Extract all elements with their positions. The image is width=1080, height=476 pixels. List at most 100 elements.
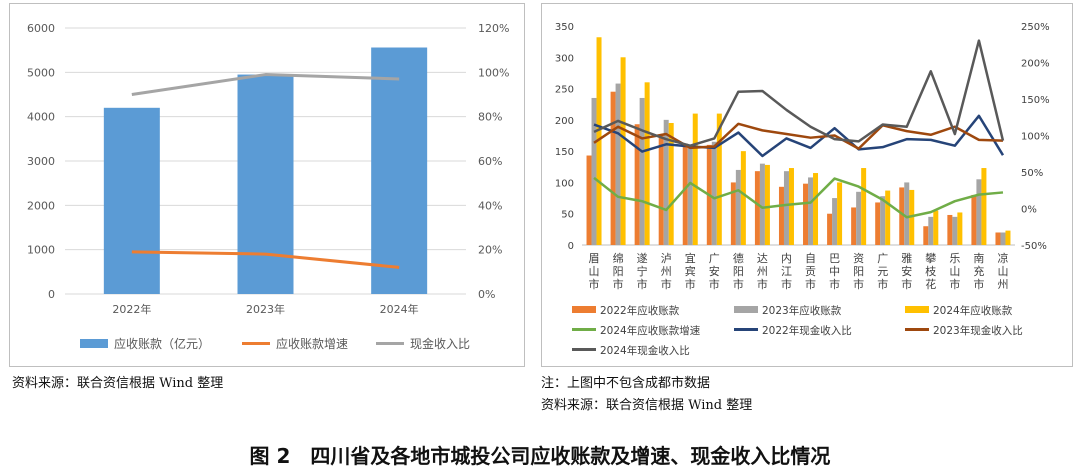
x-axis-tick-label: 阳 [733,265,744,278]
x-axis-tick-label: 州 [661,265,672,278]
bar-2023-receivables [928,216,934,245]
bar-2022-receivables [658,135,664,245]
x-axis-tick-label: 泸 [661,252,672,265]
line-2022-cash-ratio [593,114,1005,158]
bar-2022-receivables [730,182,736,245]
x-axis-tick-label: 市 [805,277,816,291]
bar-2023-receivables [759,163,765,245]
x-axis-tick-label: 山 [589,265,600,278]
bar-receivables [103,107,160,294]
x-axis-tick-label: 市 [637,277,648,291]
bar-2024-receivables [957,212,963,245]
bar-2023-receivables [952,216,958,245]
x-axis-tick-label: 市 [757,277,768,291]
x-axis-tick-label: 德 [733,251,744,265]
bar-2024-receivables [837,182,843,245]
bar-2022-receivables [875,202,881,245]
bar-2022-receivables [803,183,809,245]
x-axis-tick-label: 枝 [925,264,936,278]
left-axis-tick-label: 350 [555,22,574,33]
right-axis-tick-label: 250% [1021,22,1050,33]
x-axis-tick-label: 攀 [925,252,936,265]
x-axis-tick-label: 2022年 [112,302,151,316]
x-axis-tick-label: 贡 [805,265,816,278]
line-2024-growth [593,176,1004,219]
bar-2022-receivables [899,187,905,245]
left-chart-panel: 0 1000 2000 3000 4000 5000 6000 0% 20% 40% 60% 80% 1… [9,3,525,367]
legend-label: 2024年应收账款增速 [600,324,701,337]
bar-2024-receivables [716,113,722,245]
left-axis-tick-label: 4000 [27,111,55,124]
bar-2023-receivables [687,144,693,245]
x-axis-tick-label: 中 [829,265,840,278]
bar-2023-receivables [976,179,982,245]
bar-2023-receivables [663,119,669,245]
x-axis-tick-label: 花 [925,278,936,291]
x-axis-tick-label: 凉 [997,251,1008,265]
x-axis-tick-label: 市 [901,277,912,291]
bar-2022-receivables [682,143,688,245]
bar-2024-receivables [596,37,602,246]
left-axis-tick-label: 2000 [27,199,55,212]
bar-2022-receivables [947,214,953,245]
bar-2022-receivables [971,194,977,245]
x-axis-tick-label: 宜 [685,251,696,265]
left-axis-tick-label: 1000 [27,244,55,257]
right-axis-tick-label: 40% [478,199,502,212]
x-axis-tick-label: 2024年 [380,302,419,316]
bar-2023-receivables [639,97,645,245]
legend-label: 2024年应收账款 [933,304,1013,317]
right-axis-tick-label: 0% [1021,205,1037,216]
x-axis-tick-label: 州 [757,265,768,278]
right-axis-tick-label: 0% [478,288,495,301]
left-axis-tick-label: 300 [555,53,574,64]
right-axis-tick-label: 20% [478,244,502,257]
right-axis-tick-label: 120% [478,22,509,35]
bar-2024-receivables [620,57,626,246]
bar-2022-receivables [827,213,833,245]
figure-title: 图 2 四川省及各地市城投公司应收账款及增速、现金收入比情况 [249,444,831,468]
legend-label: 现金收入比 [410,336,470,351]
line-cash-ratio [131,73,400,96]
left-axis-tick-label: 250 [555,85,574,96]
right-footnote: 注：上图中不包含成都市数据 [541,376,711,391]
x-axis-tick-label: 市 [685,277,696,291]
bar-2023-receivables [735,169,741,245]
bar-2022-receivables [586,155,592,245]
x-axis-tick-label: 安 [901,264,912,278]
x-axis-tick-label: 南 [973,252,984,265]
x-axis-tick-label: 阳 [613,265,624,278]
x-axis-tick-label: 安 [709,264,720,278]
x-axis-tick-label: 宁 [637,264,648,278]
x-axis-tick-label: 市 [709,277,720,291]
right-chart: 0 50 100 150 200 250 300 350 -50% 0% 50% 100% 150% 20… [555,22,1050,357]
bar-2023-receivables [808,177,814,245]
left-axis-tick-label: 0 [48,288,55,301]
legend-label: 应收账款（亿元） [114,336,210,351]
right-axis-tick-label: 150% [1021,95,1050,106]
bar-2023-receivables [832,198,838,245]
bar-2024-receivables [644,82,650,245]
x-axis-tick-label: 绵 [613,251,624,265]
right-axis-tick-label: 100% [478,66,509,79]
legend-swatch [734,306,758,313]
bar-2023-receivables [856,191,862,245]
x-axis-tick-label: 元 [877,265,888,278]
x-axis-tick-label: 充 [973,264,984,278]
bar-receivables [237,74,294,294]
bar-2023-receivables [783,171,789,245]
x-axis-tick-label: 达 [757,252,768,265]
bar-2022-receivables [923,226,929,245]
legend-label: 2023年现金收入比 [933,324,1023,337]
bar-2024-receivables [668,122,674,245]
x-axis-tick-label: 市 [877,277,888,291]
legend-swatch [572,306,596,313]
x-axis-tick-label: 眉 [589,252,600,265]
left-axis-tick-label: 200 [555,116,574,127]
bar-2024-receivables [981,168,987,245]
x-axis-tick-label: 市 [949,277,960,291]
x-axis-tick-label: 江 [781,265,792,278]
left-axis-tick-label: 50 [561,210,574,221]
legend-label: 应收账款增速 [276,336,348,351]
bar-2022-receivables [754,171,760,245]
